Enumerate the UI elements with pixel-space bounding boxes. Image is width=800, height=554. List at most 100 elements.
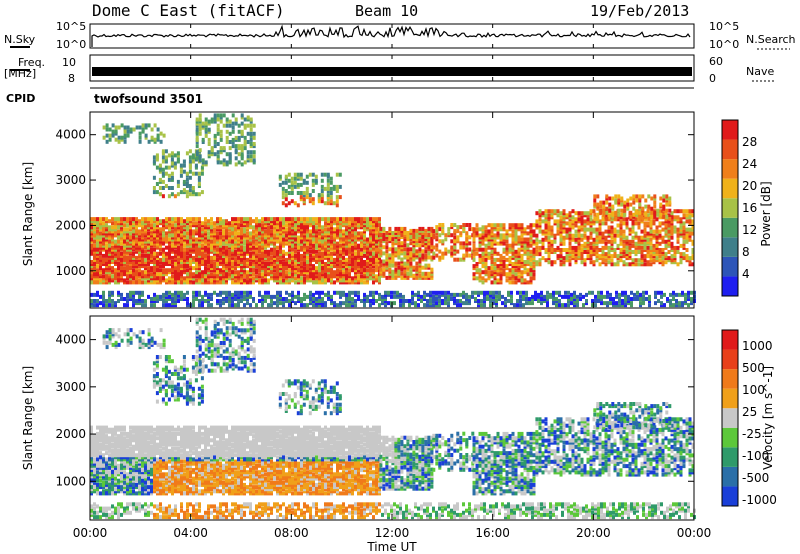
power-cell — [541, 256, 545, 261]
power-cell — [288, 264, 291, 269]
power-cell — [219, 115, 223, 120]
power-cell — [204, 225, 207, 230]
power-cell — [327, 249, 330, 254]
power-cell — [375, 243, 378, 248]
power-cell — [601, 221, 605, 226]
power-cell — [195, 278, 198, 283]
power-cell — [529, 243, 533, 248]
power-cell — [535, 262, 539, 267]
power-cell — [589, 260, 593, 265]
power-cell — [685, 248, 689, 252]
power-cell — [141, 292, 144, 297]
power-cell — [294, 217, 297, 222]
power-cell — [490, 235, 494, 240]
power-cell — [156, 127, 160, 132]
power-cell — [123, 133, 127, 138]
power-cell — [135, 290, 138, 295]
power-cell — [649, 262, 653, 267]
power-cell — [547, 260, 551, 265]
power-cell — [197, 177, 201, 182]
power-cell — [619, 229, 623, 234]
power-cell — [394, 247, 398, 252]
power-cell — [351, 219, 354, 224]
power-cell — [348, 274, 351, 279]
power-cell — [210, 225, 213, 230]
power-cell — [192, 235, 195, 240]
power-cell — [332, 201, 336, 206]
power-cell — [397, 261, 401, 266]
power-cell — [333, 235, 336, 240]
power-cell — [354, 243, 357, 248]
power-cell — [369, 217, 372, 222]
power-cell — [438, 227, 442, 232]
power-cell — [102, 237, 105, 242]
power-cell — [228, 260, 231, 264]
power-cell — [159, 257, 162, 262]
power-cell — [171, 301, 174, 306]
power-cell — [183, 235, 186, 240]
power-cell — [240, 257, 243, 262]
power-cell — [628, 248, 632, 252]
power-cell — [321, 225, 324, 230]
power-cell — [475, 251, 479, 256]
power-cell — [170, 153, 174, 158]
power-cell — [547, 237, 551, 242]
power-cell — [400, 271, 404, 276]
power-cell — [605, 200, 609, 205]
power-cell — [679, 258, 683, 263]
power-cell — [102, 257, 105, 262]
power-cell — [357, 243, 360, 248]
power-cell — [691, 219, 695, 224]
power-cell — [673, 245, 677, 250]
power-cell — [264, 243, 267, 248]
power-cell — [372, 268, 375, 273]
power-cell — [216, 274, 219, 279]
power-cell — [213, 113, 217, 118]
power-cell — [375, 225, 378, 230]
power-cell — [297, 251, 300, 256]
power-cell — [691, 213, 695, 218]
power-cell — [505, 274, 509, 279]
power-cell — [321, 278, 324, 283]
power-cell — [520, 243, 524, 248]
power-cell — [185, 182, 189, 186]
power-cell — [363, 235, 366, 240]
power-cell — [267, 262, 270, 266]
power-cell — [622, 221, 626, 226]
power-cell — [108, 290, 111, 295]
power-cell — [333, 229, 336, 234]
power-cell — [189, 260, 192, 264]
power-cell — [222, 113, 226, 118]
power-cell — [228, 274, 231, 279]
power-cell — [424, 265, 428, 270]
power-cell — [303, 278, 306, 283]
power-cell — [324, 274, 327, 279]
power-cell — [204, 235, 207, 240]
power-cell — [400, 226, 404, 231]
power-cell — [526, 225, 530, 230]
power-cell — [309, 229, 312, 234]
power-cell — [102, 260, 105, 264]
power-cell — [623, 212, 627, 217]
power-cell — [111, 229, 114, 234]
power-cell — [391, 271, 395, 276]
power-cell — [517, 223, 521, 228]
power-cell — [105, 223, 108, 228]
power-cell — [348, 225, 351, 230]
power-cell — [225, 135, 229, 140]
power-cell — [667, 223, 671, 228]
power-cell — [153, 233, 156, 238]
power-cell — [424, 271, 428, 276]
power-cell — [111, 274, 114, 279]
power-cell — [653, 200, 657, 205]
power-cell — [430, 267, 434, 272]
power-cell — [183, 253, 186, 258]
power-cell — [647, 194, 651, 199]
power-cell — [604, 241, 608, 246]
power-cell — [165, 245, 168, 250]
power-cell — [324, 221, 327, 226]
power-cell — [391, 247, 395, 252]
power-cell — [156, 219, 159, 224]
power-cell — [225, 219, 228, 224]
power-cell — [152, 190, 156, 195]
